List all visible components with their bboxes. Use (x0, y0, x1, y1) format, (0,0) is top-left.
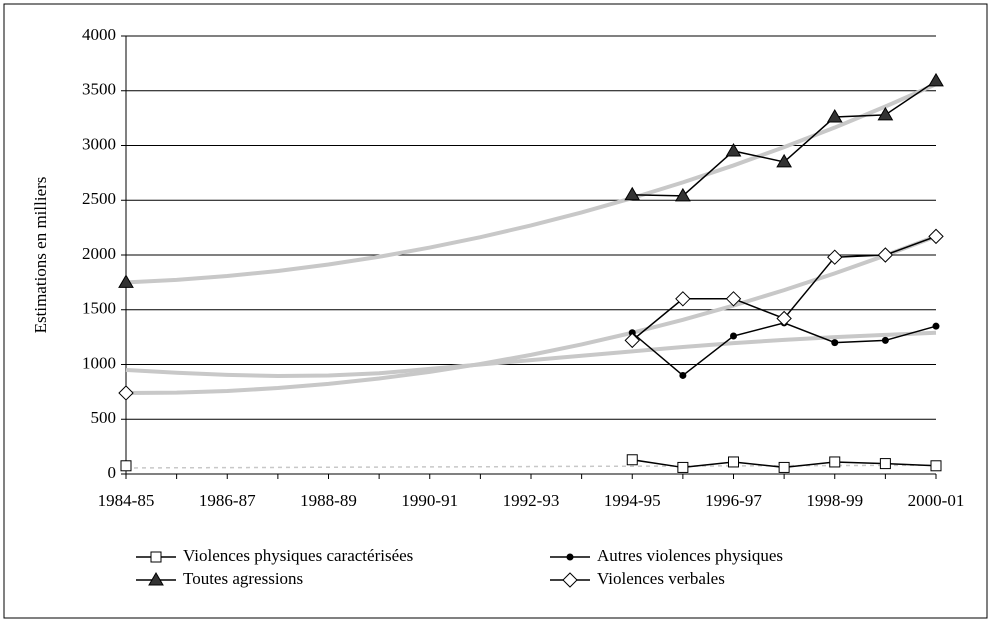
y-tick-label: 0 (108, 463, 117, 482)
marker (881, 336, 889, 344)
x-tick-label: 1994-95 (604, 491, 661, 510)
trend-line (125, 330, 937, 378)
marker (118, 274, 134, 288)
y-tick-label: 4000 (82, 25, 116, 44)
marker (829, 456, 841, 468)
marker (624, 332, 640, 349)
marker (679, 371, 687, 379)
marker (118, 385, 134, 401)
marker (831, 339, 839, 347)
marker (826, 109, 843, 123)
marker (120, 460, 132, 472)
marker (675, 187, 691, 202)
marker (928, 228, 944, 245)
marker (877, 247, 894, 263)
series-line (632, 80, 937, 197)
marker (725, 291, 742, 307)
y-tick-label: 2500 (82, 189, 116, 208)
frame (3, 3, 988, 619)
marker (930, 460, 942, 472)
marker (730, 332, 737, 340)
legend-marker (148, 572, 164, 586)
legend-label: Toutes agressions (183, 569, 303, 588)
marker (675, 291, 691, 307)
marker (877, 106, 894, 121)
y-tick-label: 3500 (82, 80, 116, 99)
marker (776, 153, 792, 168)
y-tick-label: 3000 (82, 134, 116, 153)
legend-marker (566, 553, 574, 561)
x-tick-label: 1988-89 (300, 491, 357, 510)
trend-line (125, 82, 937, 285)
x-tick-label: 1996-97 (705, 491, 762, 510)
marker (879, 458, 891, 470)
x-tick-label: 1990-91 (401, 491, 458, 510)
y-tick-label: 2000 (82, 244, 116, 263)
legend-marker (150, 551, 162, 563)
trend-line (125, 464, 937, 469)
marker (626, 454, 638, 466)
y-tick-label: 1500 (82, 299, 116, 318)
legend-label: Violences physiques caractérisées (183, 546, 413, 565)
y-tick-label: 500 (91, 408, 117, 427)
marker (928, 72, 944, 87)
marker (677, 461, 689, 473)
legend-label: Autres violences physiques (597, 546, 783, 565)
marker (624, 186, 641, 201)
trend-line (125, 234, 937, 395)
marker (827, 249, 843, 265)
marker (725, 142, 742, 157)
marker (932, 322, 940, 330)
x-tick-label: 1992-93 (503, 491, 560, 510)
y-tick-label: 1000 (82, 353, 116, 372)
legend-marker (562, 572, 578, 588)
legend-label: Violences verbales (597, 569, 725, 588)
x-tick-label: 1984-85 (98, 491, 155, 510)
marker (728, 456, 739, 468)
x-tick-label: 1998-99 (806, 491, 863, 510)
x-tick-label: 1986-87 (199, 491, 256, 510)
x-tick-label: 2000-01 (908, 491, 965, 510)
marker (776, 310, 792, 327)
marker (778, 461, 790, 473)
y-axis-label: Estimations en milliers (31, 177, 50, 334)
